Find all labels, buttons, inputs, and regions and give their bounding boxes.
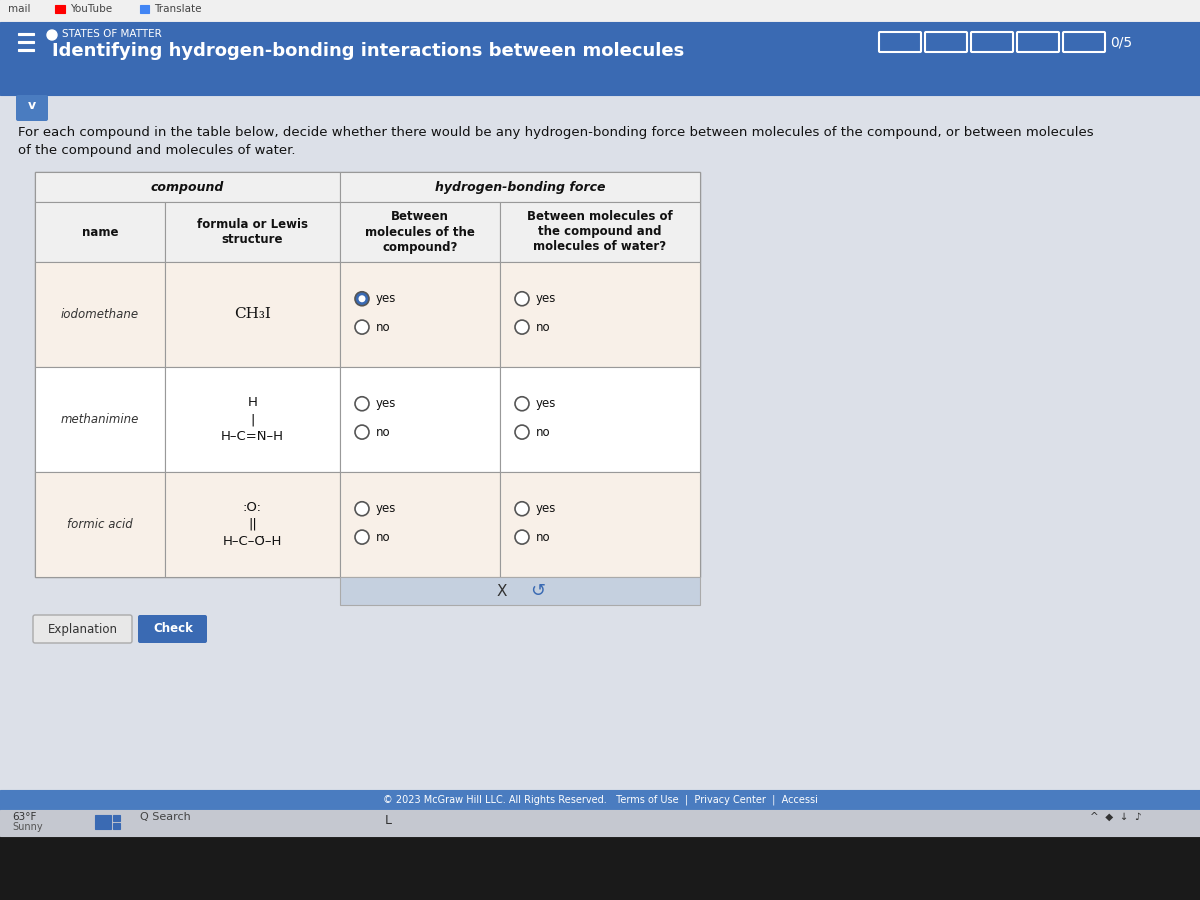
Text: ^  ◆  ↓  ♪: ^ ◆ ↓ ♪ bbox=[1090, 812, 1141, 822]
Circle shape bbox=[355, 425, 370, 439]
Text: ||: || bbox=[248, 518, 257, 531]
Text: 63°F: 63°F bbox=[12, 812, 36, 822]
Text: STATES OF MATTER: STATES OF MATTER bbox=[62, 29, 162, 39]
Bar bbox=[340, 367, 500, 472]
Bar bbox=[166, 262, 340, 367]
Text: of the compound and molecules of water.: of the compound and molecules of water. bbox=[18, 144, 295, 157]
Circle shape bbox=[355, 397, 370, 410]
Bar bbox=[18, 41, 34, 43]
Text: Translate: Translate bbox=[154, 4, 202, 14]
Text: no: no bbox=[536, 320, 551, 334]
Bar bbox=[0, 22, 1200, 95]
Text: Q Search: Q Search bbox=[140, 812, 191, 822]
Text: ↺: ↺ bbox=[530, 582, 546, 600]
Text: formic acid: formic acid bbox=[67, 518, 133, 531]
Circle shape bbox=[515, 397, 529, 410]
Bar bbox=[35, 367, 166, 472]
Bar bbox=[35, 472, 166, 577]
Text: Identifying hydrogen-bonding interactions between molecules: Identifying hydrogen-bonding interaction… bbox=[52, 42, 684, 60]
Text: X: X bbox=[497, 583, 508, 599]
Bar bbox=[35, 172, 700, 577]
Text: iodomethane: iodomethane bbox=[61, 308, 139, 321]
Text: Sunny: Sunny bbox=[12, 822, 43, 832]
Bar bbox=[18, 33, 34, 35]
Text: no: no bbox=[376, 531, 391, 544]
Circle shape bbox=[515, 530, 529, 544]
Bar bbox=[340, 202, 500, 262]
Text: Explanation: Explanation bbox=[48, 623, 118, 635]
Text: no: no bbox=[536, 531, 551, 544]
Text: © 2023 McGraw Hill LLC. All Rights Reserved.   Terms of Use  |  Privacy Center  : © 2023 McGraw Hill LLC. All Rights Reser… bbox=[383, 795, 817, 806]
Text: yes: yes bbox=[376, 502, 396, 515]
Bar bbox=[140, 5, 149, 13]
Text: yes: yes bbox=[536, 397, 557, 410]
Bar bbox=[113, 815, 120, 821]
Text: H–C–Ö–H: H–C–Ö–H bbox=[223, 535, 282, 548]
Circle shape bbox=[355, 320, 370, 334]
Bar bbox=[0, 810, 1200, 836]
Text: mail: mail bbox=[8, 4, 30, 14]
Text: CH₃I: CH₃I bbox=[234, 308, 271, 321]
Text: no: no bbox=[536, 426, 551, 438]
Circle shape bbox=[515, 320, 529, 334]
Text: v: v bbox=[28, 99, 36, 112]
Bar bbox=[35, 202, 166, 262]
Text: name: name bbox=[82, 226, 119, 239]
Text: |: | bbox=[251, 413, 254, 426]
Bar bbox=[35, 172, 340, 202]
Text: formula or Lewis
structure: formula or Lewis structure bbox=[197, 218, 308, 246]
Text: no: no bbox=[376, 320, 391, 334]
Text: yes: yes bbox=[536, 292, 557, 305]
Text: yes: yes bbox=[376, 397, 396, 410]
Text: Check: Check bbox=[154, 623, 193, 635]
Circle shape bbox=[515, 292, 529, 306]
Text: YouTube: YouTube bbox=[70, 4, 112, 14]
Bar bbox=[166, 472, 340, 577]
Bar bbox=[95, 815, 112, 829]
Bar bbox=[0, 0, 1200, 22]
Text: methanimine: methanimine bbox=[61, 413, 139, 426]
FancyBboxPatch shape bbox=[138, 615, 208, 643]
Bar bbox=[18, 49, 34, 51]
Text: :O:: :O: bbox=[242, 501, 262, 514]
Bar bbox=[340, 577, 700, 605]
Text: yes: yes bbox=[376, 292, 396, 305]
Circle shape bbox=[515, 425, 529, 439]
Text: yes: yes bbox=[536, 502, 557, 515]
Polygon shape bbox=[490, 830, 710, 860]
Text: Between molecules of
the compound and
molecules of water?: Between molecules of the compound and mo… bbox=[527, 211, 673, 254]
Circle shape bbox=[355, 292, 370, 306]
Bar bbox=[340, 172, 700, 202]
Bar bbox=[0, 790, 1200, 810]
Text: compound: compound bbox=[151, 181, 224, 194]
Text: hydrogen-bonding force: hydrogen-bonding force bbox=[434, 181, 605, 194]
Circle shape bbox=[47, 30, 58, 40]
Bar bbox=[500, 262, 700, 367]
Circle shape bbox=[359, 295, 366, 302]
Bar bbox=[166, 202, 340, 262]
Text: Between
molecules of the
compound?: Between molecules of the compound? bbox=[365, 211, 475, 254]
Bar bbox=[500, 472, 700, 577]
Bar bbox=[340, 262, 500, 367]
FancyBboxPatch shape bbox=[16, 95, 48, 121]
Bar bbox=[55, 5, 65, 13]
Bar bbox=[320, 860, 880, 882]
Text: 0/5: 0/5 bbox=[1110, 35, 1132, 49]
Text: H: H bbox=[247, 396, 258, 409]
Bar bbox=[166, 367, 340, 472]
Circle shape bbox=[515, 502, 529, 516]
Text: H–C=N̈–H: H–C=N̈–H bbox=[221, 430, 284, 443]
Bar bbox=[35, 262, 166, 367]
Circle shape bbox=[355, 530, 370, 544]
Bar bbox=[500, 367, 700, 472]
Circle shape bbox=[355, 502, 370, 516]
Bar bbox=[340, 472, 500, 577]
Text: L: L bbox=[385, 814, 392, 827]
Text: For each compound in the table below, decide whether there would be any hydrogen: For each compound in the table below, de… bbox=[18, 126, 1093, 139]
Bar bbox=[113, 823, 120, 829]
FancyBboxPatch shape bbox=[34, 615, 132, 643]
Text: no: no bbox=[376, 426, 391, 438]
Bar bbox=[500, 202, 700, 262]
